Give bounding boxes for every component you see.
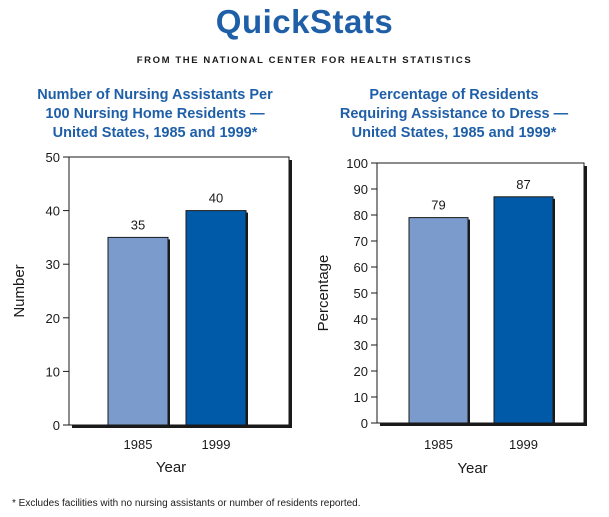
left-y-tick-label: 10 bbox=[46, 364, 60, 379]
right-y-tick-label: 90 bbox=[354, 182, 368, 197]
right-y-tick-label: 70 bbox=[354, 234, 368, 249]
right-y-tick-label: 20 bbox=[354, 364, 368, 379]
left-y-tick-label: 0 bbox=[53, 418, 60, 433]
left-category-label-1999: 1999 bbox=[202, 437, 231, 452]
right-category-label-1999: 1999 bbox=[509, 437, 538, 452]
right-value-label-1985: 79 bbox=[431, 198, 445, 213]
right-bar-1985 bbox=[408, 217, 469, 424]
right-frame-shadow-bottom bbox=[380, 423, 587, 426]
left-plot-frame bbox=[68, 156, 290, 426]
left-frame-shadow-right bbox=[289, 160, 292, 428]
left-frame-shadow-bottom bbox=[72, 425, 292, 428]
right-x-axis-label: Year bbox=[457, 460, 487, 477]
right-chart: 0 10 20 30 40 50 60 70 80 90 100 79 1985 87 1999 Year Pe… bbox=[315, 156, 587, 477]
right-y-tick-label: 10 bbox=[354, 390, 368, 405]
left-chart: 0 10 20 30 40 50 35 1985 40 1999 Year Number bbox=[11, 150, 292, 476]
right-y-tick-label: 30 bbox=[354, 338, 368, 353]
left-value-label-1999: 40 bbox=[209, 191, 223, 206]
left-y-tick-label: 30 bbox=[46, 257, 60, 272]
right-value-label-1999: 87 bbox=[516, 177, 530, 192]
right-frame-shadow-right bbox=[584, 166, 587, 426]
right-y-tick-label: 100 bbox=[346, 156, 368, 171]
page-title: QuickStats bbox=[215, 3, 394, 40]
left-chart-title: Number of Nursing Assistants Per 100 Nur… bbox=[5, 86, 305, 143]
left-bar-1985 bbox=[107, 236, 169, 426]
right-y-tick-label: 0 bbox=[361, 416, 368, 431]
left-chart-title-line-3: United States, 1985 and 1999* bbox=[52, 125, 258, 141]
right-category-label-1985: 1985 bbox=[424, 437, 453, 452]
right-chart-title-line-3: United States, 1985 and 1999* bbox=[351, 125, 557, 141]
footnote: * Excludes facilities with no nursing as… bbox=[12, 498, 361, 509]
left-bar-1999 bbox=[185, 210, 247, 426]
right-y-tick-label: 40 bbox=[354, 312, 368, 327]
left-chart-title-line-2: 100 Nursing Home Residents — bbox=[45, 106, 265, 122]
left-y-axis-label: Number bbox=[11, 264, 28, 317]
left-y-tick-label: 20 bbox=[46, 311, 60, 326]
page-subtitle: FROM THE NATIONAL CENTER FOR HEALTH STAT… bbox=[136, 55, 473, 66]
left-category-label-1985: 1985 bbox=[124, 437, 153, 452]
left-y-tick-label: 50 bbox=[46, 150, 60, 165]
right-y-tick-label: 50 bbox=[354, 286, 368, 301]
left-chart-title-line-1: Number of Nursing Assistants Per bbox=[37, 87, 273, 103]
right-y-tick-label: 60 bbox=[354, 260, 368, 275]
right-bar-1999 bbox=[493, 196, 554, 424]
right-y-axis-label: Percentage bbox=[315, 255, 332, 332]
left-y-tick-label: 40 bbox=[46, 204, 60, 219]
right-y-tick-label: 80 bbox=[354, 208, 368, 223]
right-chart-title-line-2: Requiring Assistance to Dress — bbox=[339, 106, 569, 122]
right-chart-title-line-1: Percentage of Residents bbox=[369, 87, 539, 103]
left-value-label-1985: 35 bbox=[131, 217, 145, 232]
right-chart-title: Percentage of Residents Requiring Assist… bbox=[304, 86, 604, 143]
left-x-axis-label: Year bbox=[156, 459, 186, 476]
